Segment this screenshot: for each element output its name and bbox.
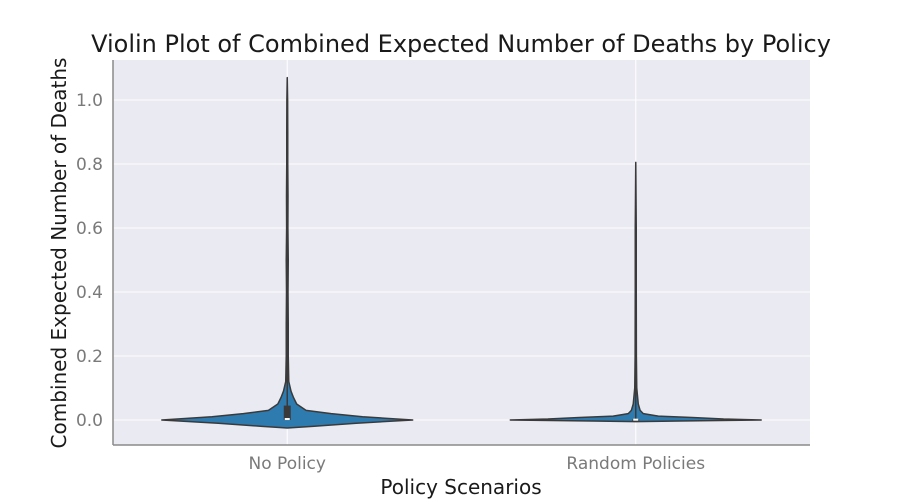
y-tick-label: 0.6: [76, 219, 103, 239]
x-tick-labels: No Policy Random Policies: [249, 454, 706, 474]
violins: [161, 76, 762, 429]
y-tick-labels: 0.0 0.2 0.4 0.6 0.8 1.0: [76, 91, 103, 431]
violin-median-marker: [284, 418, 290, 421]
y-tick-label: 0.2: [76, 347, 103, 367]
violin-median-marker: [633, 418, 639, 421]
chart-title: Violin Plot of Combined Expected Number …: [91, 30, 831, 58]
x-tick-label: Random Policies: [566, 454, 705, 474]
y-axis-label: Combined Expected Number of Deaths: [47, 58, 71, 449]
violin-iqr-box: [283, 405, 291, 420]
y-tick-label: 0.8: [76, 155, 103, 175]
plot-area: [113, 60, 810, 445]
y-tick-label: 0.4: [76, 283, 103, 303]
y-tick-label: 1.0: [76, 91, 103, 111]
x-tick-label: No Policy: [249, 454, 326, 474]
x-axis-label: Policy Scenarios: [380, 475, 541, 499]
y-tick-label: 0.0: [76, 411, 103, 431]
